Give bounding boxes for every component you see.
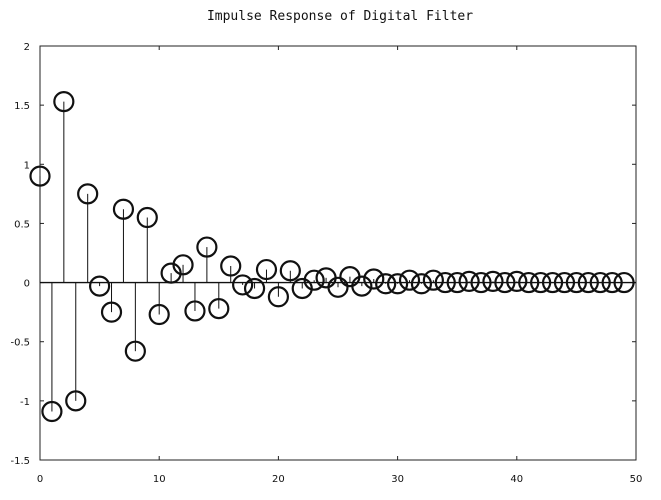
x-tick-labels: 0 10 20 30 40 50 <box>37 474 643 485</box>
plot-frame <box>39 45 637 461</box>
stem-marker <box>589 271 611 294</box>
stem-marker <box>243 277 266 300</box>
stem-marker <box>65 390 87 412</box>
y-tick-label: -0.5 <box>10 338 30 349</box>
stem-marker <box>518 271 540 294</box>
stem-marker <box>422 269 444 291</box>
stem-marker <box>553 271 576 294</box>
x-tick-label: 10 <box>153 474 166 485</box>
stem-marker <box>172 254 194 276</box>
y-tick-label: 0.5 <box>14 219 30 230</box>
stem-marker <box>267 286 289 308</box>
stem-marker <box>387 273 409 295</box>
stem-marker <box>410 273 433 295</box>
stem-marker <box>613 271 635 294</box>
x-tick-label: 50 <box>630 474 643 485</box>
x-tick-label: 0 <box>37 474 43 485</box>
stem-marker <box>124 340 146 362</box>
stem-marker <box>446 271 468 294</box>
stem-marker <box>327 276 349 298</box>
stem-marker <box>29 165 51 187</box>
y-tick-label: 1 <box>24 160 30 171</box>
stem-marker <box>458 270 480 292</box>
stem-marker <box>506 270 528 292</box>
y-tick-label: -1 <box>20 397 30 408</box>
stem-marker <box>398 269 421 291</box>
stem-marker <box>279 260 301 282</box>
y-tick-label: 1.5 <box>14 101 30 112</box>
stem-marker <box>220 255 242 277</box>
stem-markers <box>29 90 635 423</box>
x-tick-label: 30 <box>391 474 404 485</box>
stem-marker <box>530 271 552 294</box>
stem-marker <box>565 271 588 294</box>
stem-marker <box>208 297 230 320</box>
stem-marker <box>100 301 123 323</box>
y-tick-label: 2 <box>24 42 30 53</box>
y-tick-labels: -1.5 -1 -0.5 0 0.5 1 1.5 2 <box>10 42 30 467</box>
axis-ticks <box>39 45 637 461</box>
stem-marker <box>255 258 278 281</box>
stem-marker <box>601 271 623 294</box>
stem-marker <box>351 275 373 297</box>
stem-marker <box>363 268 385 290</box>
stem-marker <box>494 271 516 294</box>
stem-marker <box>577 271 599 294</box>
stem-marker <box>470 271 492 294</box>
stem-marker <box>482 270 504 292</box>
stem-marker <box>196 236 218 258</box>
stem-marker <box>541 271 564 294</box>
stem-marker <box>112 198 135 220</box>
stem-marker <box>375 273 397 295</box>
y-tick-label: -1.5 <box>10 456 30 467</box>
stem-marker <box>184 300 206 322</box>
x-tick-label: 20 <box>272 474 285 485</box>
stem-marker <box>303 269 325 291</box>
stem-marker <box>136 206 158 229</box>
stem-marker <box>232 274 254 296</box>
x-tick-label: 40 <box>510 474 523 485</box>
stem-marker <box>434 271 456 294</box>
stem-marker <box>148 303 170 326</box>
chart-title: Impulse Response of Digital Filter <box>207 9 473 24</box>
stem-marker <box>53 90 75 113</box>
y-tick-label: 0 <box>24 279 30 290</box>
stem-lines <box>39 101 518 412</box>
stem-marker <box>88 275 111 297</box>
stem-marker <box>77 183 99 205</box>
stem-marker <box>41 400 63 423</box>
